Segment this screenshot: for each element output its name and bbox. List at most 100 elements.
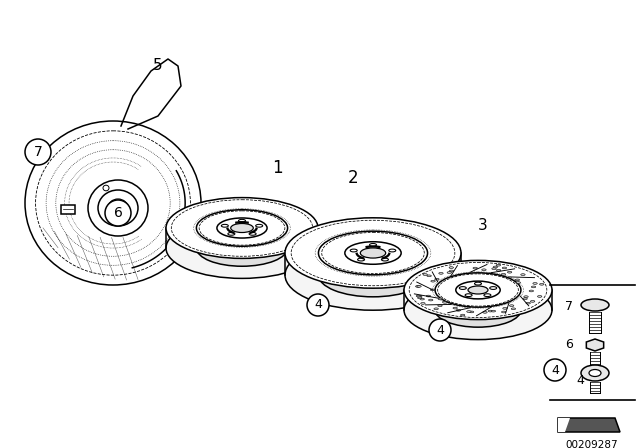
Ellipse shape [502,267,507,269]
Ellipse shape [468,286,488,294]
Ellipse shape [166,218,318,278]
Ellipse shape [516,282,520,284]
Ellipse shape [533,283,537,284]
Ellipse shape [473,267,477,269]
Text: 4: 4 [576,375,584,388]
Ellipse shape [416,295,420,297]
Ellipse shape [417,285,421,287]
Ellipse shape [435,293,521,327]
Ellipse shape [417,297,422,299]
Ellipse shape [98,190,138,226]
Ellipse shape [503,307,507,309]
Ellipse shape [453,307,458,309]
Ellipse shape [388,249,396,252]
Ellipse shape [524,296,528,297]
Ellipse shape [523,298,527,300]
Ellipse shape [345,242,401,264]
Ellipse shape [488,310,493,312]
Circle shape [544,359,566,381]
Text: 4: 4 [436,323,444,336]
Ellipse shape [526,302,531,304]
Text: 1: 1 [272,159,282,177]
Ellipse shape [439,272,443,274]
Ellipse shape [508,271,512,273]
Ellipse shape [404,280,552,340]
Ellipse shape [430,289,435,291]
Ellipse shape [381,258,388,261]
Ellipse shape [426,295,431,297]
Text: 6: 6 [113,206,122,220]
Text: 7: 7 [34,145,42,159]
Ellipse shape [319,253,428,297]
Ellipse shape [438,298,442,300]
Ellipse shape [25,121,201,285]
Ellipse shape [417,295,422,297]
Ellipse shape [88,180,148,236]
Ellipse shape [465,294,472,297]
Ellipse shape [196,210,287,246]
Polygon shape [586,339,604,351]
Ellipse shape [474,282,481,285]
Ellipse shape [456,281,500,299]
Ellipse shape [483,311,487,313]
Ellipse shape [285,240,461,310]
Circle shape [25,139,51,165]
Ellipse shape [490,287,497,289]
Ellipse shape [482,269,486,271]
Ellipse shape [484,294,491,297]
Ellipse shape [350,249,357,252]
Ellipse shape [239,220,246,222]
Ellipse shape [228,233,235,235]
Ellipse shape [420,302,425,304]
Ellipse shape [438,305,442,306]
Ellipse shape [431,280,435,282]
Ellipse shape [404,260,552,319]
Ellipse shape [449,270,454,272]
Ellipse shape [456,310,461,311]
Ellipse shape [449,267,454,268]
Ellipse shape [166,198,318,258]
Text: 00209287: 00209287 [566,440,618,448]
Text: 6: 6 [565,339,573,352]
Ellipse shape [435,278,439,280]
Ellipse shape [496,264,500,266]
Circle shape [105,200,131,226]
Ellipse shape [427,275,431,277]
Ellipse shape [255,224,262,227]
Ellipse shape [491,310,495,312]
Ellipse shape [196,230,287,266]
Ellipse shape [502,311,506,313]
Text: 2: 2 [348,169,358,187]
Ellipse shape [538,296,542,297]
Ellipse shape [447,271,451,273]
Ellipse shape [285,218,461,288]
Ellipse shape [509,305,514,306]
Bar [61,205,75,214]
Ellipse shape [460,314,465,316]
Ellipse shape [429,299,433,301]
Text: 4: 4 [314,298,322,311]
Ellipse shape [230,224,253,233]
Ellipse shape [515,279,520,281]
Ellipse shape [443,302,447,303]
Ellipse shape [420,298,424,300]
Polygon shape [558,418,570,432]
Ellipse shape [423,274,428,276]
Ellipse shape [221,224,228,227]
Ellipse shape [467,310,471,312]
Ellipse shape [434,308,438,310]
Ellipse shape [531,286,536,288]
Text: 5: 5 [153,59,163,73]
Ellipse shape [358,258,365,261]
Polygon shape [558,418,620,432]
Ellipse shape [415,285,420,287]
Ellipse shape [460,287,467,289]
Ellipse shape [435,273,521,307]
Ellipse shape [493,266,498,268]
Text: 7: 7 [565,301,573,314]
Ellipse shape [319,231,428,275]
Text: 3: 3 [478,217,488,233]
Text: 4: 4 [551,363,559,376]
Ellipse shape [492,268,496,270]
Circle shape [307,294,329,316]
